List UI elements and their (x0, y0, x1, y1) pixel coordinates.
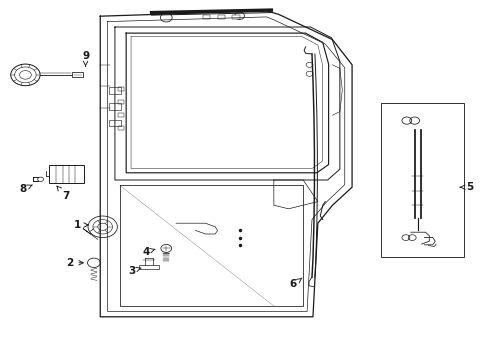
Text: 7: 7 (57, 186, 70, 201)
Bar (108, 87, 121, 94)
Text: 4: 4 (142, 247, 155, 257)
Text: 3: 3 (128, 266, 141, 276)
Bar (139, 265, 159, 269)
Bar (108, 103, 121, 110)
Bar (381, 103, 463, 257)
Bar (49, 165, 84, 183)
Text: 2: 2 (66, 258, 83, 268)
Text: 6: 6 (289, 278, 302, 289)
Bar (232, 15, 239, 19)
Bar (118, 100, 123, 104)
Text: 5: 5 (459, 182, 472, 192)
Text: 9: 9 (82, 51, 89, 66)
Bar (217, 15, 224, 19)
Bar (118, 113, 123, 117)
Bar (108, 120, 121, 126)
Text: 1: 1 (74, 220, 88, 230)
Bar (72, 72, 83, 77)
Bar (203, 15, 210, 19)
Bar (118, 87, 123, 91)
Bar (118, 126, 123, 130)
Text: 8: 8 (20, 184, 32, 194)
